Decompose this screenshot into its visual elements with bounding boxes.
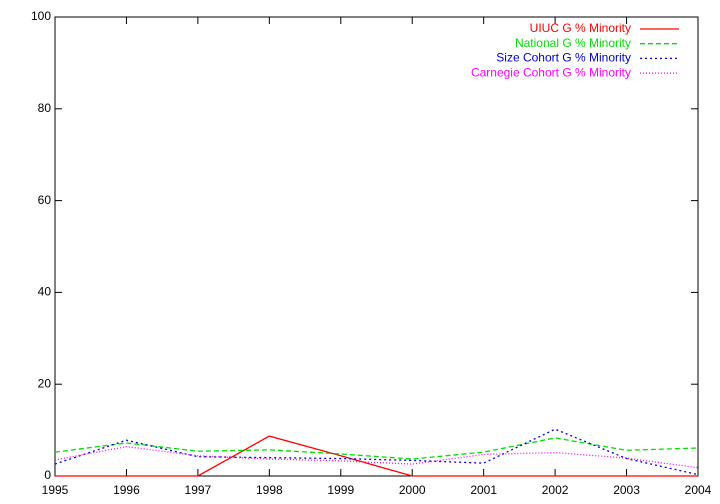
x-tick-label: 2001 (470, 483, 497, 497)
y-tick-label: 40 (38, 285, 52, 299)
x-tick-label: 2002 (542, 483, 569, 497)
x-tick-label: 1999 (327, 483, 354, 497)
x-tick-label: 1998 (256, 483, 283, 497)
series-line (54, 437, 699, 460)
x-tick-label: 2000 (399, 483, 426, 497)
x-tick-label: 1995 (42, 483, 69, 497)
y-tick-label: 20 (38, 376, 52, 390)
series-line (54, 428, 699, 476)
series-line (55, 435, 698, 477)
series-line (54, 445, 699, 469)
y-tick-label: 80 (38, 101, 52, 115)
x-tick-label: 2004 (685, 483, 712, 497)
y-tick-label: 0 (44, 468, 51, 482)
y-tick-label: 100 (31, 9, 51, 23)
x-tick-label: 1996 (113, 483, 140, 497)
y-tick-label: 60 (38, 193, 52, 207)
legend-label: National G % Minority (515, 36, 631, 50)
plot-border (54, 16, 699, 477)
x-tick-label: 2003 (613, 483, 640, 497)
x-tick-label: 1997 (185, 483, 212, 497)
legend-label: UIUC G % Minority (530, 21, 631, 35)
legend-label: Carnegie Cohort G % Minority (471, 65, 631, 79)
legend-label: Size Cohort G % Minority (496, 51, 631, 65)
